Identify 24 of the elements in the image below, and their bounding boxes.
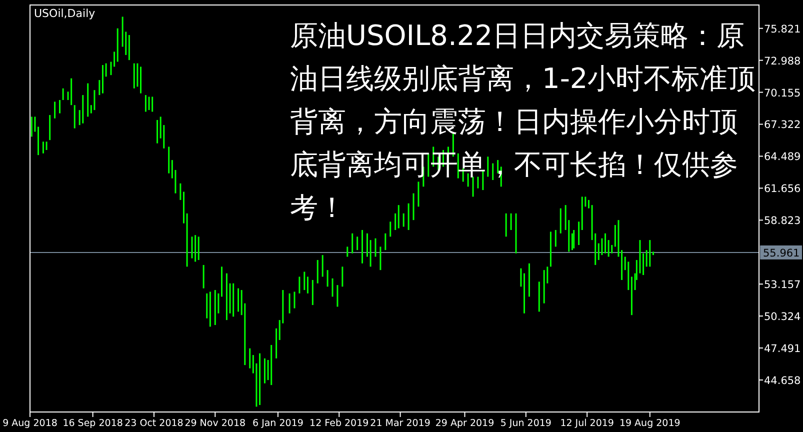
- x-tick-label: 23 Oct 2018: [124, 418, 184, 429]
- y-tick-label: 58.823: [764, 215, 801, 228]
- x-tick-label: 19 Aug 2019: [619, 418, 680, 429]
- y-tick-label: 72.988: [764, 55, 801, 68]
- y-tick-label: 53.157: [764, 279, 801, 292]
- x-tick-label: 12 Feb 2019: [310, 418, 369, 429]
- y-tick-label: 64.489: [764, 151, 801, 164]
- y-tick-label: 61.656: [764, 183, 802, 196]
- y-tick-label: 67.322: [764, 119, 801, 132]
- y-tick-label: 75.821: [764, 23, 801, 36]
- x-tick-label: 9 Aug 2018: [2, 418, 58, 429]
- chart-title: USOil,Daily: [34, 7, 96, 20]
- x-tick-label: 29 Nov 2018: [184, 418, 246, 429]
- ref-line-label: 55.961: [763, 247, 800, 260]
- x-tick-label: 29 Apr 2019: [435, 418, 494, 429]
- x-tick-label: 6 Jan 2019: [252, 418, 304, 429]
- y-tick-label: 70.155: [764, 87, 801, 100]
- y-tick-label: 44.658: [764, 374, 801, 387]
- y-tick-label: 47.491: [764, 343, 801, 356]
- y-tick-label: 50.324: [764, 311, 802, 324]
- x-tick-label: 5 Jun 2019: [500, 418, 552, 429]
- x-tick-label: 16 Sep 2018: [62, 418, 123, 429]
- x-tick-label: 21 Mar 2019: [370, 418, 430, 429]
- x-tick-label: 12 Jul 2019: [560, 418, 614, 429]
